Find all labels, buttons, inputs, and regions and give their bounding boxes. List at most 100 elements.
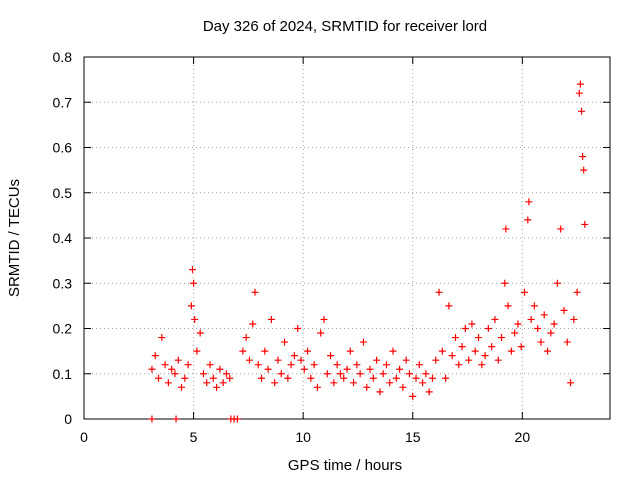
data-point [188, 266, 196, 274]
x-tick-labels: 0 5 10 15 20 [80, 429, 530, 445]
data-point [196, 329, 204, 337]
y-tick-label: 0 [64, 411, 72, 427]
data-point [290, 352, 298, 360]
data-point [580, 166, 588, 174]
data-point [494, 356, 502, 364]
data-point [405, 370, 413, 378]
data-point [284, 374, 292, 382]
data-point [184, 361, 192, 369]
data-point [168, 365, 176, 373]
data-point [187, 302, 195, 310]
x-tick-label: 5 [190, 429, 198, 445]
y-tick-label: 0.5 [53, 185, 73, 201]
data-point [389, 347, 397, 355]
data-point [511, 329, 519, 337]
data-point [521, 288, 529, 296]
data-point [573, 288, 581, 296]
data-point [530, 302, 538, 310]
data-point [264, 365, 272, 373]
data-point [222, 370, 230, 378]
data-point [471, 347, 479, 355]
data-point [216, 365, 224, 373]
data-point [226, 374, 234, 382]
data-point [239, 347, 247, 355]
data-point [164, 379, 172, 387]
y-tick-label: 0.3 [53, 275, 73, 291]
x-tick-label: 15 [405, 429, 421, 445]
data-point [297, 356, 305, 364]
data-point [396, 365, 404, 373]
data-point [294, 325, 302, 332]
data-point [304, 347, 312, 355]
data-point [233, 415, 241, 423]
data-point [581, 220, 589, 228]
data-point [498, 334, 506, 342]
data-point [151, 352, 159, 360]
data-point [527, 315, 535, 323]
data-point [409, 392, 417, 400]
data-point [540, 311, 548, 319]
data-point [172, 415, 180, 423]
y-tick-label: 0.8 [53, 49, 73, 65]
data-point [158, 334, 166, 342]
data-point [425, 388, 433, 396]
data-point [193, 347, 201, 355]
data-point [553, 279, 561, 287]
data-point [575, 89, 583, 97]
data-point [356, 370, 364, 378]
data-point [547, 329, 555, 337]
data-point [438, 347, 446, 355]
data-point [148, 415, 156, 423]
data-point [399, 383, 407, 391]
data-point [491, 315, 499, 323]
data-point [382, 361, 390, 369]
data-point [488, 343, 496, 351]
data-point [323, 370, 331, 378]
data-point [281, 338, 289, 346]
data-point [300, 365, 308, 373]
data-point [563, 338, 571, 346]
data-point [481, 352, 489, 360]
data-point [340, 374, 348, 382]
data-point [213, 383, 221, 391]
data-point [317, 329, 325, 337]
data-point [277, 370, 285, 378]
data-point [442, 374, 450, 382]
data-point [514, 320, 522, 328]
data-point [206, 361, 214, 369]
data-point [191, 315, 199, 323]
data-point [366, 365, 374, 373]
data-point [261, 347, 269, 355]
data-point [455, 361, 463, 369]
data-point [171, 370, 179, 378]
data-point [333, 361, 341, 369]
data-point [178, 383, 186, 391]
data-point [386, 379, 394, 387]
data-point [557, 225, 565, 233]
data-point [190, 279, 198, 287]
data-point [258, 374, 266, 382]
data-point [174, 356, 182, 364]
x-axis-label: GPS time / hours [288, 457, 402, 474]
data-point [458, 343, 466, 351]
data-point [484, 325, 492, 332]
x-tick-label: 10 [295, 429, 311, 445]
data-point [373, 356, 381, 364]
data-point [524, 216, 532, 224]
data-point [254, 361, 262, 369]
data-point [155, 374, 163, 382]
data-point [274, 356, 282, 364]
data-point [451, 334, 459, 342]
y-tick-label: 0.1 [53, 366, 73, 382]
data-point [161, 361, 169, 369]
data-point [245, 356, 253, 364]
data-point [412, 374, 420, 382]
data-point [359, 338, 367, 346]
data-point [501, 279, 509, 287]
data-point [567, 379, 575, 387]
data-point [181, 374, 189, 382]
data-point [465, 356, 473, 364]
data-point [379, 370, 387, 378]
data-point [432, 356, 440, 364]
data-point [419, 379, 427, 387]
